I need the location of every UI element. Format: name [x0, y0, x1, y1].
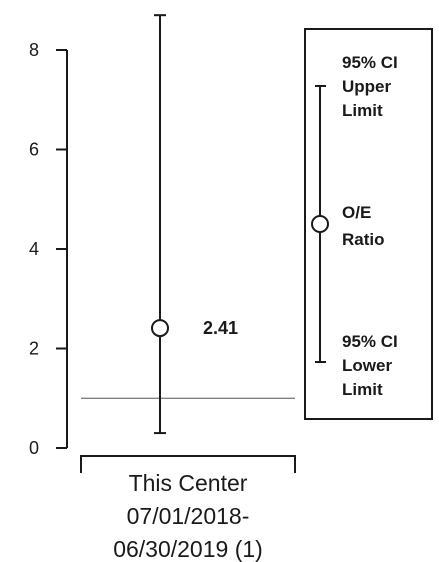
legend-upper-line: Limit — [342, 101, 383, 120]
category-label-line: This Center — [129, 470, 248, 496]
y-tick-label: 4 — [29, 239, 39, 259]
y-tick-label: 0 — [29, 438, 39, 458]
legend-box — [304, 28, 433, 420]
plot-area: 2.41 — [81, 14, 295, 435]
legend: 95% CI Upper Limit O/E Ratio 95% CI Lowe… — [304, 28, 433, 420]
legend-lower-line: Lower — [342, 356, 392, 375]
y-axis: 0 2 4 6 8 — [29, 40, 68, 458]
y-tick-label: 2 — [29, 339, 39, 359]
legend-ratio-line: O/E — [342, 203, 371, 222]
legend-lower-line: Limit — [342, 380, 383, 399]
y-tick-label: 8 — [29, 40, 39, 60]
legend-ratio-marker — [311, 215, 329, 233]
ratio-point — [151, 319, 169, 338]
ratio-value-label: 2.41 — [203, 318, 238, 338]
category-label-line: 07/01/2018- — [127, 503, 250, 529]
category-bracket: This Center 07/01/2018- 06/30/2019 (1) — [80, 455, 296, 562]
y-tick-label: 6 — [29, 140, 39, 160]
legend-upper-line: 95% CI — [342, 53, 398, 72]
legend-lower-line: 95% CI — [342, 332, 398, 351]
legend-upper-line: Upper — [342, 77, 392, 96]
legend-ratio-line: Ratio — [342, 230, 385, 249]
category-label-line: 06/30/2019 (1) — [113, 536, 263, 562]
